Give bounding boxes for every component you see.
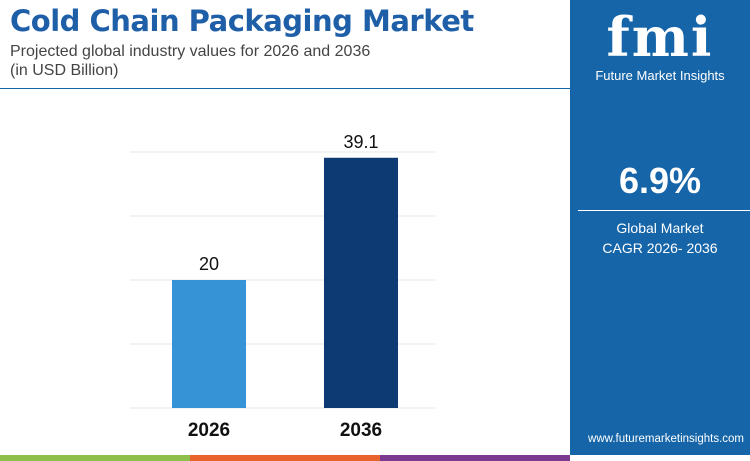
bar-2026 [172,280,246,408]
cagr-label-line-2: CAGR 2026- 2036 [602,240,718,256]
logo: fmi Future Market Insights [570,8,750,83]
cagr-label: Global Market CAGR 2026- 2036 [570,218,750,258]
subtitle: Projected global industry values for 202… [10,42,370,80]
page-title: Cold Chain Packaging Market [10,4,474,38]
cagr-divider [578,210,750,211]
logo-mark: fmi [606,5,714,69]
cagr-label-line-1: Global Market [616,220,704,236]
website-link[interactable]: www.futuremarketinsights.com [588,433,744,445]
stripe-green [0,455,190,461]
x-tick-label: 2036 [340,420,382,441]
subtitle-line-2: (in USD Billion) [10,62,119,79]
bar-2036 [324,157,398,408]
data-label: 39.1 [343,132,378,152]
sidebar-panel: fmi Future Market Insights 6.9% Global M… [570,0,750,455]
stripe-purple [380,455,570,461]
data-label: 20 [199,254,219,274]
brand-name: Future Market Insights [595,68,725,83]
cagr-value: 6.9% [618,160,702,201]
x-tick-label: 2026 [188,420,230,441]
bar-chart: 20 2026 39.1 2036 [130,132,435,441]
subtitle-line-1: Projected global industry values for 202… [10,43,371,60]
divider [0,88,570,89]
stripe-orange [190,455,380,461]
